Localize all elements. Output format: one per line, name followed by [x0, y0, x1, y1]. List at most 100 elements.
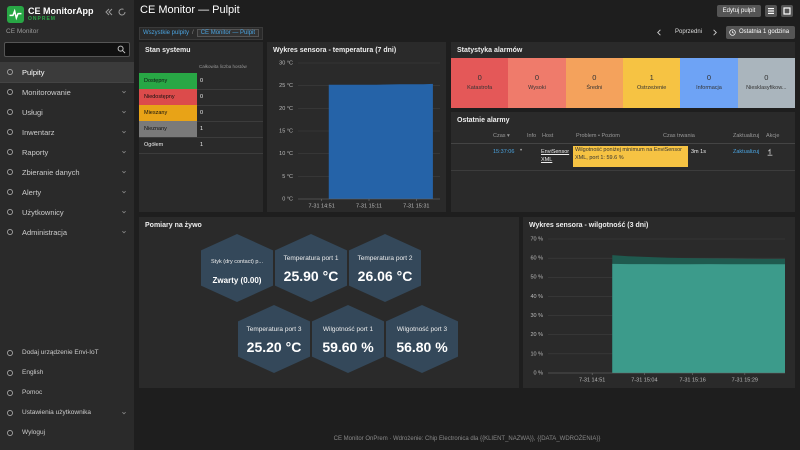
status-count: 0	[200, 110, 204, 116]
status-label-cell: Dostępny	[139, 73, 197, 90]
fullscreen-button[interactable]	[781, 5, 793, 17]
row-border	[197, 121, 263, 122]
nav-item[interactable]: Monitorowanie	[0, 82, 134, 102]
nav-item[interactable]: Pulpity	[0, 62, 134, 83]
breadcrumb: Wszystkie pulpity / CE Monitor — Pulpit	[139, 27, 264, 40]
action-icon[interactable]	[766, 148, 774, 156]
status-label: Mieszany	[144, 110, 168, 116]
bottom-item[interactable]: Dodaj urządzenie Envi-IoT	[0, 343, 134, 363]
alarm-host[interactable]: EnviSensor XML	[541, 149, 570, 163]
alarm-tile[interactable]: 1 Ostrzeżenie	[623, 58, 681, 108]
alarm-tile[interactable]: 0 Niesklasyfikow...	[737, 58, 795, 108]
column-header: Host	[542, 133, 554, 139]
alarm-count: 0	[706, 73, 712, 82]
alarm-tile[interactable]: 0 Średni	[565, 58, 623, 108]
refresh-button-glyph	[118, 8, 126, 16]
prev-arrow-glyph	[657, 29, 661, 36]
search-icon-glyph	[117, 45, 126, 54]
bottom-item[interactable]: Wyloguj	[0, 423, 134, 443]
alarm-label: Informacja	[696, 85, 722, 91]
nav-chevron-glyph	[122, 210, 126, 214]
search-box[interactable]	[4, 42, 130, 57]
icon-shape	[7, 169, 13, 175]
alarm-label: Średni	[586, 85, 603, 91]
row-border	[197, 89, 263, 90]
bottom-item[interactable]: English	[0, 363, 134, 383]
prev-button[interactable]: Poprzedni	[675, 29, 703, 35]
chevron	[122, 230, 126, 234]
next-arrow[interactable]	[710, 28, 719, 37]
sidebar: CE MonitorApp ONPREM CE Monitor Pulpity Moni…	[0, 0, 134, 450]
item-chevron	[120, 409, 128, 417]
chevron	[713, 29, 717, 36]
alarm-update[interactable]: Zaktualizuj	[733, 149, 760, 155]
nav-chevron	[120, 188, 128, 196]
nav-item[interactable]: Inwentarz	[0, 122, 134, 142]
icon-shape	[7, 149, 13, 155]
range-button[interactable]: Ostatnia 1 godzina	[726, 26, 795, 39]
nav-chevron	[120, 148, 128, 156]
alarm-tile[interactable]: 0 Katastrofa	[451, 58, 509, 108]
alarm-count: 0	[764, 73, 769, 82]
nav-item[interactable]: Usługi	[0, 102, 134, 122]
item-label: Pomoc	[22, 389, 43, 396]
nav-icon	[6, 68, 14, 76]
alarm-tile[interactable]: 0 Wysoki	[508, 58, 566, 108]
status-label-cell: Mieszany	[139, 105, 197, 122]
live-label: Temperatura port 3	[246, 326, 302, 333]
nav-icon	[6, 108, 14, 116]
chevron	[122, 150, 126, 154]
nav-item[interactable]: Użytkownicy	[0, 202, 134, 222]
live-value: 25.90 °C	[283, 268, 339, 284]
page-title: CE Monitor — Pulpit	[140, 4, 240, 16]
nav-label: Usługi	[22, 108, 43, 117]
column-header: Całkowita liczba hostów	[199, 64, 247, 69]
nav-item[interactable]: Alerty	[0, 182, 134, 202]
icon-shape	[7, 209, 13, 215]
nav-icon	[6, 188, 14, 196]
status-label: Dostępny	[144, 78, 168, 84]
nav-icon-glyph	[7, 169, 13, 175]
edit-button[interactable]: Edytuj pulpit	[717, 5, 761, 17]
live-hexagon: Styk (dry contact) p... Zwarty (0.00)	[201, 234, 273, 302]
menu-button[interactable]	[765, 5, 777, 17]
arrow	[118, 8, 126, 16]
alarm-label: Ostrzeżenie	[636, 85, 667, 91]
icon-shape	[7, 69, 13, 75]
panel-title: Statystyka alarmów	[457, 47, 523, 54]
column-header: Problem • Poziom	[576, 133, 620, 139]
nav-icon-glyph	[7, 189, 13, 195]
panel-title: Wykres sensora - wilgotność (3 dni)	[529, 222, 649, 229]
nav-chevron-glyph	[122, 230, 126, 234]
nav-chevron-glyph	[122, 190, 126, 194]
item-label: Ustawienia użytkownika	[22, 409, 92, 416]
nav-item[interactable]: Raporty	[0, 142, 134, 162]
column-header: Czas trwania	[663, 133, 695, 139]
nav-label: Administracja	[22, 228, 68, 237]
live-label: Wilgotność port 1	[322, 326, 374, 333]
bottom-item[interactable]: Ustawienia użytkownika	[0, 403, 134, 423]
item-label: Dodaj urządzenie Envi-IoT	[22, 349, 99, 356]
icon-shape	[7, 129, 13, 135]
chevron	[108, 8, 113, 16]
item-icon	[6, 429, 14, 437]
nav-label: Inwentarz	[22, 128, 55, 137]
nav-item[interactable]: Administracja	[0, 222, 134, 242]
nav-item[interactable]: Zbieranie danych	[0, 162, 134, 182]
nav-icon	[6, 88, 14, 96]
nav-icon-glyph	[7, 89, 13, 95]
column-header[interactable]: Czas ▾	[493, 133, 510, 139]
nav-label: Użytkownicy	[22, 208, 64, 217]
prev-arrow[interactable]	[655, 28, 664, 37]
app-edition: ONPREM	[28, 16, 56, 22]
breadcrumb-link[interactable]: Wszystkie pulpity	[143, 30, 190, 36]
logo-glyph	[9, 8, 22, 21]
nav-icon-glyph	[7, 69, 13, 75]
row-border	[197, 153, 263, 154]
alarm-count: 0	[534, 73, 540, 82]
bottom-item[interactable]: Pomoc	[0, 383, 134, 403]
alarm-tile[interactable]: 0 Informacja	[680, 58, 738, 108]
nav-chevron-glyph	[122, 110, 126, 114]
action-icon-glyph	[767, 148, 773, 156]
